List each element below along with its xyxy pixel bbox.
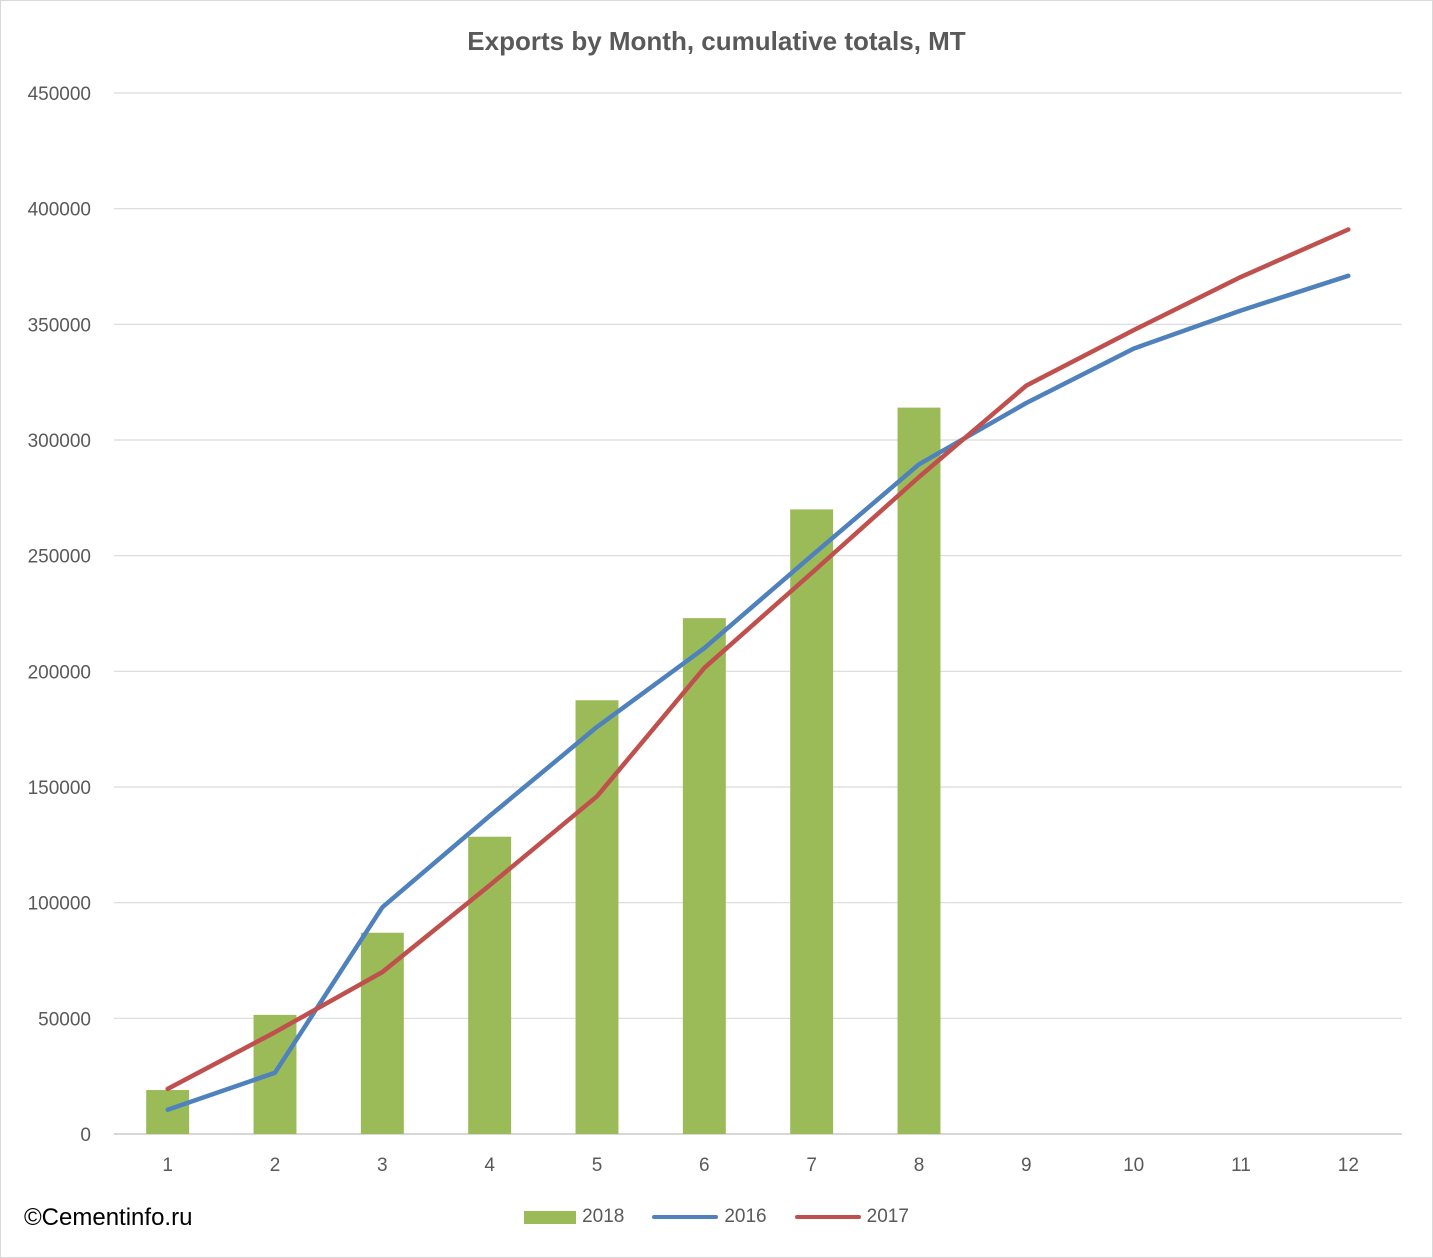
line-series-2016: [165, 273, 1351, 1112]
legend-item-2018: 2018: [524, 1206, 624, 1228]
x-tick-label: 5: [592, 1155, 603, 1176]
legend-swatch-2018: [524, 1210, 577, 1224]
x-tick-label: 3: [377, 1155, 388, 1176]
y-tick-label: 450000: [28, 84, 91, 105]
y-tick-label: 150000: [28, 778, 91, 799]
y-tick-label: 0: [80, 1125, 91, 1146]
legend-label-2016: 2016: [724, 1206, 767, 1227]
legend-item-2016: 2016: [652, 1206, 767, 1228]
y-tick-label: 100000: [28, 894, 91, 915]
y-tick-label: 50000: [38, 1009, 91, 1030]
line-series-2017: [165, 227, 1351, 1092]
y-tick-label: 350000: [28, 315, 91, 336]
x-tick-label: 11: [1231, 1155, 1251, 1176]
x-tick-label: 2: [270, 1155, 281, 1176]
y-tick-label: 400000: [28, 200, 91, 221]
legend-label-2018: 2018: [582, 1206, 625, 1227]
bar-2018-1: [146, 1090, 190, 1134]
legend: 2018 2016 2017: [0, 1206, 1433, 1228]
bar-2018-6: [682, 618, 726, 1134]
x-tick-label: 10: [1123, 1155, 1144, 1176]
x-tick-label: 12: [1338, 1155, 1359, 1176]
x-tick-label: 4: [484, 1155, 495, 1176]
legend-label-2017: 2017: [866, 1206, 909, 1227]
bar-2018-7: [790, 509, 834, 1134]
copyright-credit: ©Cementinfo.ru: [24, 1204, 193, 1231]
bar-series: [146, 407, 941, 1134]
y-tick-label: 300000: [28, 431, 91, 452]
legend-item-2017: 2017: [794, 1206, 909, 1228]
x-tick-label: 6: [699, 1155, 710, 1176]
y-tick-label: 250000: [28, 547, 91, 568]
bar-2018-3: [360, 932, 404, 1134]
x-tick-label: 8: [914, 1155, 925, 1176]
chart-title: Exports by Month, cumulative totals, MT: [467, 26, 966, 56]
bar-2018-8: [897, 407, 941, 1134]
y-tick-label: 200000: [28, 662, 91, 683]
gridlines: [114, 92, 1402, 1135]
x-tick-label: 1: [162, 1155, 173, 1176]
axis-labels: 0 50000 100000 150000 200000 250000 300000 3500…: [28, 84, 1359, 1176]
legend-swatch-2017: [794, 1215, 861, 1219]
line-series: [165, 227, 1351, 1112]
x-tick-label: 7: [806, 1155, 817, 1176]
x-tick-label: 9: [1021, 1155, 1032, 1176]
legend-swatch-2016: [652, 1215, 719, 1219]
bar-2018-5: [575, 700, 619, 1134]
bar-2018-4: [468, 836, 512, 1134]
